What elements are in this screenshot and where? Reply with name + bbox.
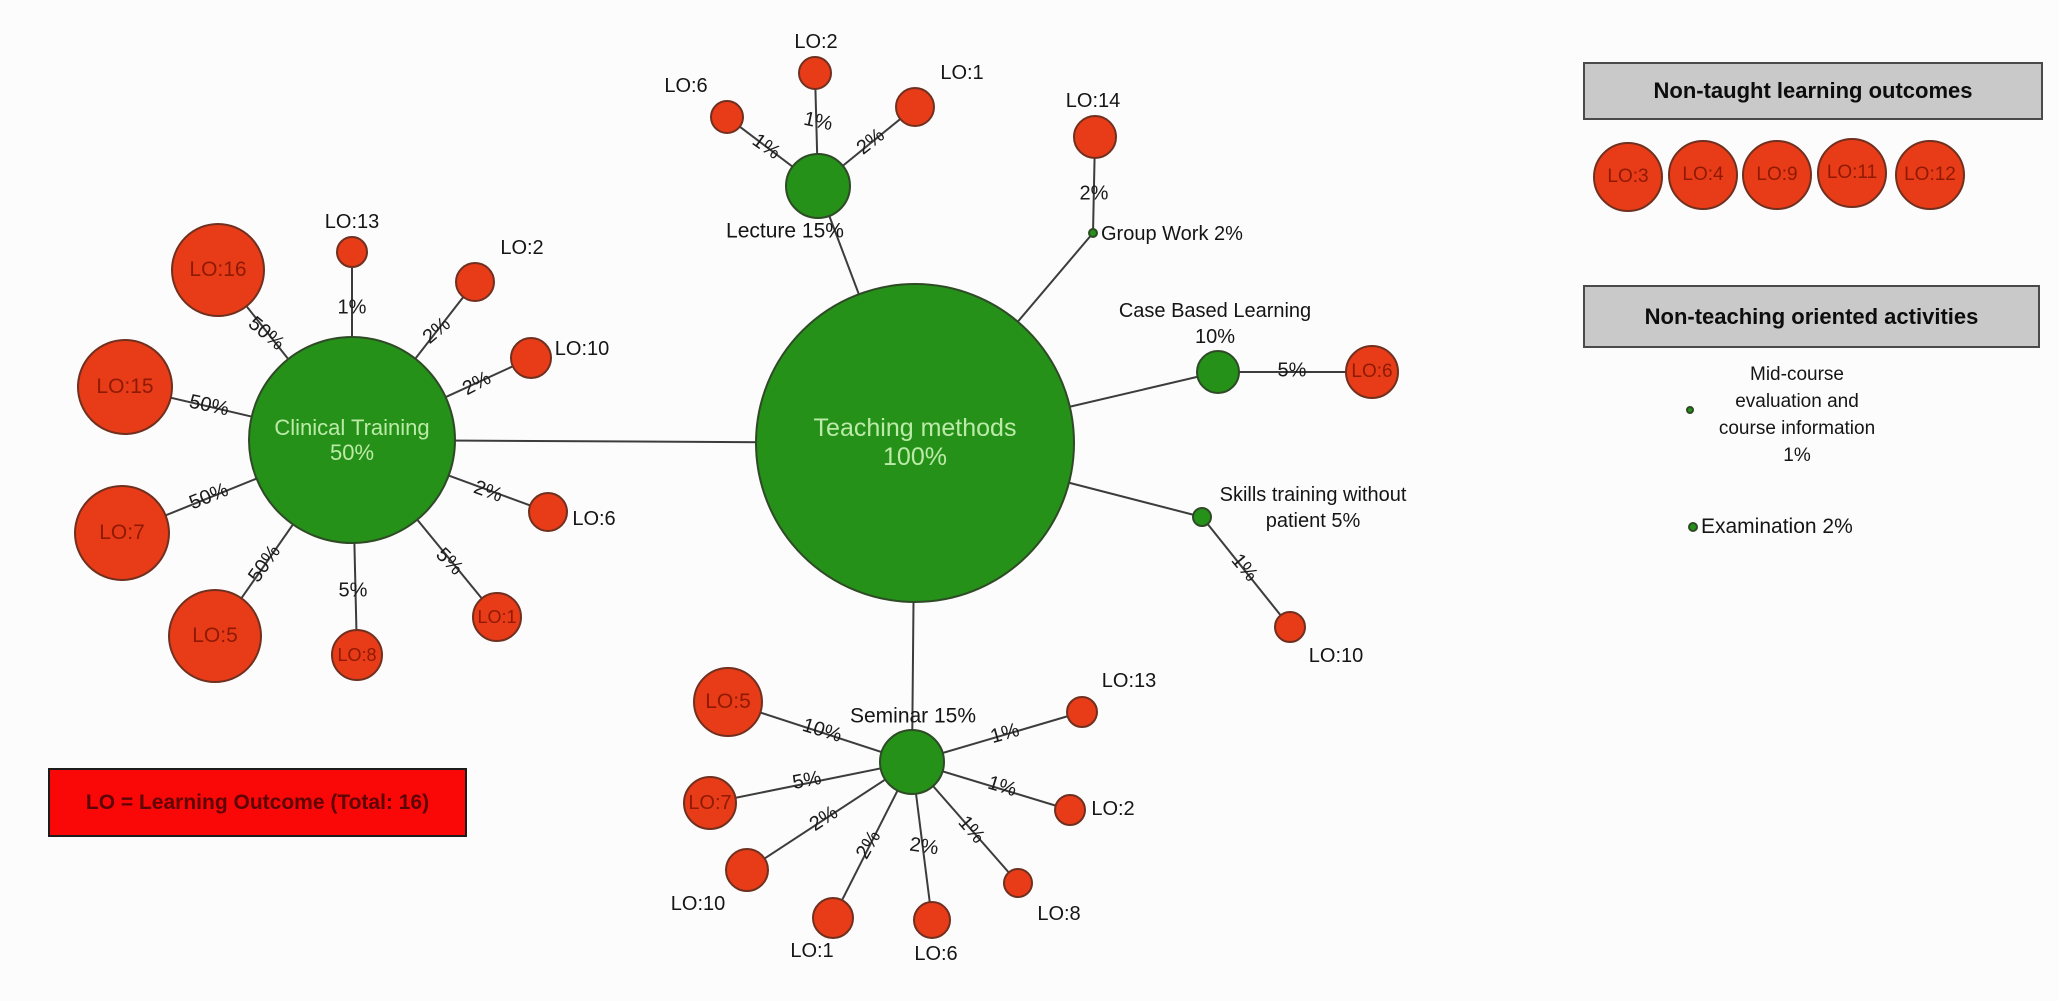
node-clinical-lo10 (510, 337, 552, 379)
legend-box: LO = Learning Outcome (Total: 16) (48, 768, 467, 837)
label-seminar-lo13: LO:13 (1101, 670, 1157, 692)
node-lecture-lo1 (895, 87, 935, 127)
node-clinical-lo8: LO:8 (331, 629, 383, 681)
label-seminar-lo1: LO:1 (790, 940, 834, 962)
node-clinical-lo13 (336, 236, 368, 268)
label-lecture-lo6: LO:6 (664, 75, 708, 97)
non-teaching-panel-header: Non-teaching oriented activities (1583, 285, 2040, 348)
label-clinical-lo6: LO:6 (572, 508, 616, 530)
node-seminar-lo2 (1054, 794, 1086, 826)
edge-percentage-cbl-cbl-lo6: 5% (1277, 359, 1307, 382)
node-groupwork-lo14 (1073, 115, 1117, 159)
node-midcourse-dot (1686, 406, 1694, 414)
node-nontaught-lo9: LO:9 (1742, 140, 1812, 210)
edge-percentage-clinical-clinical-lo13: 1% (337, 296, 367, 319)
label-lecture-lo1: LO:1 (940, 62, 984, 84)
node-seminar-lo10 (725, 848, 769, 892)
node-lecture (785, 153, 851, 219)
node-lecture-lo2 (798, 56, 832, 90)
node-seminar-lo13 (1066, 696, 1098, 728)
non-teaching-panel-title: Non-teaching oriented activities (1644, 303, 1979, 329)
node-teaching: Teaching methods 100% (755, 283, 1075, 603)
node-nontaught-lo3: LO:3 (1593, 142, 1663, 212)
label-clinical-lo2: LO:2 (500, 237, 544, 259)
edge-percentage-clinical-clinical-lo8: 5% (338, 579, 368, 602)
label-lecture: Lecture 15% (726, 219, 844, 243)
node-seminar-lo7: LO:7 (683, 776, 737, 830)
edge-percentage-seminar-seminar-lo6: 2% (908, 833, 940, 860)
node-seminar-lo8 (1003, 868, 1033, 898)
node-clinical-lo7: LO:7 (74, 485, 170, 581)
examination-label: Examination 2% (1701, 515, 1853, 538)
label-clinical-lo10: LO:10 (554, 338, 610, 360)
legend-text: LO = Learning Outcome (Total: 16) (85, 790, 430, 814)
label-cbl: Case Based Learning 10% (1118, 300, 1312, 348)
node-clinical-lo6 (528, 492, 568, 532)
label-skills: Skills training without patient 5% (1219, 484, 1407, 532)
node-examination-dot (1688, 522, 1698, 532)
node-clinical-lo16: LO:16 (171, 223, 265, 317)
node-lecture-lo6 (710, 100, 744, 134)
node-clinical-lo2 (455, 262, 495, 302)
node-nontaught-lo12: LO:12 (1895, 140, 1965, 210)
node-seminar-lo1 (812, 897, 854, 939)
label-seminar: Seminar 15% (849, 704, 977, 728)
non-taught-panel-header: Non-taught learning outcomes (1583, 62, 2043, 120)
label-seminar-lo6: LO:6 (914, 943, 958, 965)
label-clinical-lo13: LO:13 (324, 211, 380, 233)
edge-skills-skills-lo10 (1201, 516, 1291, 628)
node-clinical-lo1: LO:1 (472, 592, 522, 642)
label-seminar-lo10: LO:10 (670, 893, 726, 915)
node-groupwork (1088, 228, 1098, 238)
label-lecture-lo2: LO:2 (794, 31, 838, 53)
node-skills-lo10 (1274, 611, 1306, 643)
label-groupwork-lo14: LO:14 (1065, 90, 1121, 112)
node-seminar-lo5: LO:5 (693, 667, 763, 737)
label-groupwork: Group Work 2% (1101, 223, 1243, 245)
node-nontaught-lo4: LO:4 (1668, 140, 1738, 210)
edge-percentage-groupwork-groupwork-lo14: 2% (1079, 182, 1109, 205)
node-cbl (1196, 350, 1240, 394)
label-skills-lo10: LO:10 (1308, 645, 1364, 667)
label-seminar-lo2: LO:2 (1091, 798, 1135, 820)
node-skills (1192, 507, 1212, 527)
node-cbl-lo6: LO:6 (1345, 345, 1399, 399)
node-clinical-lo5: LO:5 (168, 589, 262, 683)
node-clinical: Clinical Training 50% (248, 336, 456, 544)
node-nontaught-lo11: LO:11 (1817, 138, 1887, 208)
node-clinical-lo15: LO:15 (77, 339, 173, 435)
label-seminar-lo8: LO:8 (1037, 903, 1081, 925)
node-seminar (879, 729, 945, 795)
edge-seminar-seminar-lo7 (709, 761, 913, 804)
non-taught-panel-title: Non-taught learning outcomes (1653, 78, 1973, 103)
midcourse-evaluation-label: Mid-course evaluation and course informa… (1718, 364, 1876, 466)
node-seminar-lo6 (913, 901, 951, 939)
